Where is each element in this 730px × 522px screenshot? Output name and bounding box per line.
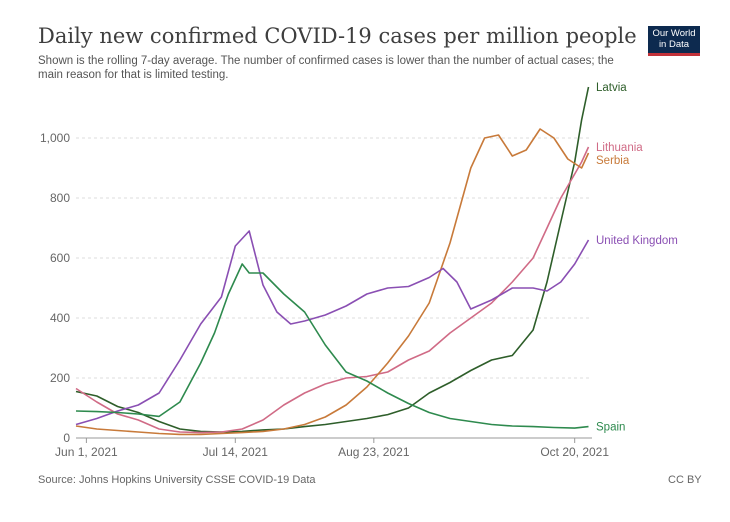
series-layer (75, 86, 590, 436)
logo-line-2: in Data (658, 39, 690, 50)
chart-title: Daily new confirmed COVID-19 cases per m… (38, 24, 637, 48)
y-tick-label: 800 (50, 191, 70, 205)
x-tick-label: Aug 23, 2021 (338, 445, 410, 459)
x-tick-label: Jul 14, 2021 (203, 445, 269, 459)
footer-source: Source: Johns Hopkins University CSSE CO… (38, 474, 316, 486)
series-label-united-kingdom: United Kingdom (596, 235, 678, 247)
owid-logo[interactable]: Our World in Data (648, 26, 700, 56)
y-tick-label: 200 (50, 371, 70, 385)
y-tick-label: 400 (50, 311, 70, 325)
series-label-lithuania: Lithuania (596, 142, 643, 154)
y-tick-label: 1,000 (40, 131, 70, 145)
series-label-latvia: Latvia (596, 82, 627, 94)
footer-license[interactable]: CC BY (668, 474, 702, 486)
series-line-spain[interactable] (75, 263, 589, 429)
x-tick-label: Jun 1, 2021 (55, 445, 118, 459)
series-line-united-kingdom[interactable] (75, 230, 590, 426)
axis-layer: 0 200 400 600 800 1,000 Jun 1, 2021 Jul 14, 202… (40, 131, 609, 459)
x-tick-label: Oct 20, 2021 (540, 445, 609, 459)
series-line-lithuania[interactable] (75, 146, 590, 434)
y-tick-label: 600 (50, 251, 70, 265)
chart-subtitle: Shown is the rolling 7-day average. The … (38, 55, 614, 81)
grid-layer (76, 137, 592, 379)
series-line-serbia[interactable] (75, 128, 590, 436)
logo-line-1: Our World (652, 28, 696, 39)
y-tick-label: 0 (63, 431, 70, 445)
series-label-spain: Spain (596, 422, 625, 434)
series-line-latvia[interactable] (75, 86, 590, 433)
series-label-serbia: Serbia (596, 155, 630, 167)
